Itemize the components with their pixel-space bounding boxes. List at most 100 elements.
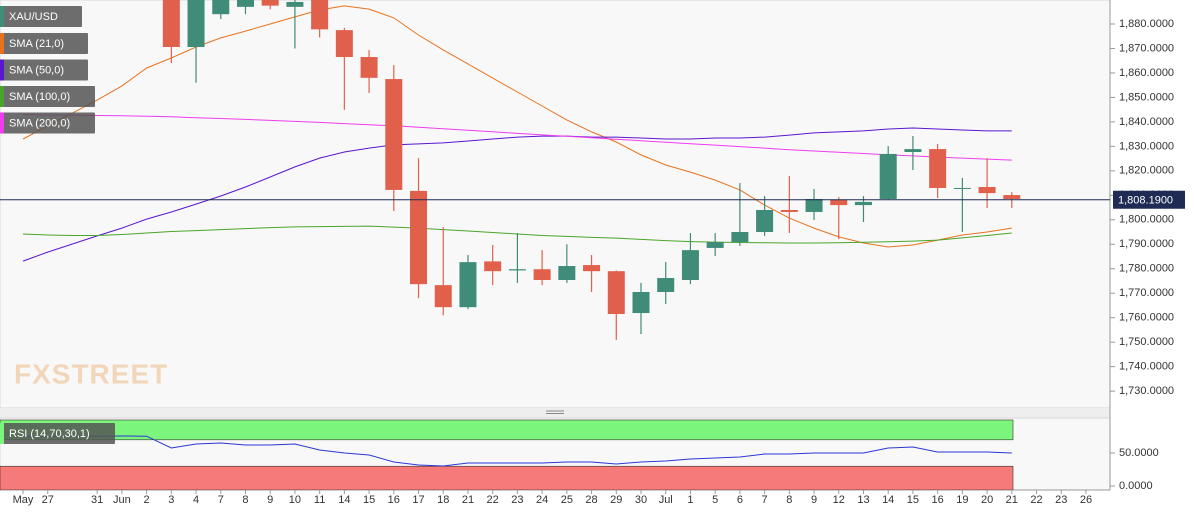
x-tick-label: 27 [42,494,54,506]
candle-body [360,57,378,78]
x-tick-label: 22 [1030,494,1042,506]
overlay: May 27 31 Jun 2 3 4 7 8 9 10 11 14 15 16 17 18 21 22 23 24 25… [0,6,1185,506]
legend-entry: RSI (14,70,30,1) [9,428,90,440]
y-tick-label: 1,740.0000 [1119,361,1174,373]
price-panel [0,0,1111,409]
candle-body [261,0,279,6]
x-tick-label: 13 [857,494,869,506]
candle-body [879,153,897,199]
x-tick-label: 7 [218,494,224,506]
x-tick-label: 15 [907,494,919,506]
line-series [22,5,1012,248]
legend-entry: SMA (50,0) [9,64,64,76]
x-tick-label: 14 [338,494,350,506]
rsi-band [0,465,1014,490]
candle-body [385,79,403,190]
x-tick-label: 24 [536,494,548,506]
legend-entry-bg [0,33,88,54]
x-tick-label: 26 [1080,494,1092,506]
x-tick-label: 19 [956,494,968,506]
x-tick-label: May [13,494,34,506]
candle-body [805,198,823,212]
x-tick-label: 12 [833,494,845,506]
x-tick-label: 15 [363,494,375,506]
x-tick-label: 4 [193,494,199,506]
legend-symbol-swatch [0,6,4,27]
x-tick-label: 22 [487,494,499,506]
x-tick-label: Jun [113,494,131,506]
line-series [22,435,1012,467]
x-tick-label: 3 [168,494,174,506]
watermark: FXSTREET [14,358,168,389]
candle-body [162,0,180,47]
legend-entry-bg [0,112,95,134]
candle-body [212,0,230,15]
candle-body [681,250,699,280]
legend-entry-bg [0,59,88,81]
x-tick-label: 6 [737,494,743,506]
y-tick-label: 1,790.0000 [1119,238,1174,250]
y-tick-label: 1,780.0000 [1119,263,1174,275]
x-tick-label: 21 [1006,494,1018,506]
last-price-label: 1,808.1900 [1118,195,1173,207]
legend-entry-swatch [0,423,4,444]
x-tick-label: 2 [144,494,150,506]
x-tick-label: 25 [561,494,573,506]
x-tick-label: 18 [437,494,449,506]
divider-handle [546,410,564,414]
legend-entry-swatch [0,112,4,134]
x-tick-label: 30 [635,494,647,506]
y-tick-label: 1,870.0000 [1119,42,1174,54]
x-tick-label: 5 [712,494,718,506]
line-series [22,127,1012,262]
candle-body [558,266,576,280]
candle-body [533,269,551,280]
legend-symbol: XAU/USD [9,11,58,23]
legend-entry: SMA (21,0) [9,38,64,50]
y-tick-label: 1,800.0000 [1119,214,1174,226]
candle-body [706,242,724,248]
legend-entry-swatch [0,59,4,81]
y-tick-label: 1,820.0000 [1119,165,1174,177]
x-tick-label: 16 [932,494,944,506]
rsi-band [0,419,1014,441]
candle-body [311,0,329,30]
y-tick-label: 1,770.0000 [1119,287,1174,299]
y-tick-label: 50.0000 [1119,447,1159,459]
candle-body [236,0,254,7]
last-price-box [1113,190,1185,209]
candle-body [756,209,774,233]
candle-body [904,149,922,152]
candle-body [657,278,675,292]
x-tick-label: 23 [1055,494,1067,506]
y-tick-label: 0.0000 [1119,480,1153,492]
candle-body [854,201,872,206]
legend-symbol-bg [0,6,82,27]
candle-body [484,261,502,272]
x-tick-label: Jul [659,494,673,506]
candle-body [410,190,428,285]
x-tick-label: 8 [242,494,248,506]
candle-body [187,0,205,47]
x-tick-label: 9 [811,494,817,506]
x-tick-label: 31 [91,494,103,506]
x-tick-label: 1 [687,494,693,506]
price-plot [22,0,1021,340]
legend-entry-swatch [0,86,4,107]
candle-body [508,269,526,271]
candle-body [731,232,749,243]
x-tick-label: 21 [462,494,474,506]
legend-entry: SMA (200,0) [9,117,70,129]
candle-body [1003,195,1021,199]
y-tick-label: 1,750.0000 [1119,336,1174,348]
candle-body [929,149,947,188]
x-tick-label: 20 [981,494,993,506]
x-tick-label: 11 [314,494,325,506]
rsi-plot [0,419,1014,490]
legend-entry: SMA (100,0) [9,91,70,103]
y-tick-label: 1,760.0000 [1119,312,1174,324]
y-tick-label: 1,880.0000 [1119,18,1174,30]
legend-entry-swatch [0,33,4,54]
candle-body [780,209,798,212]
